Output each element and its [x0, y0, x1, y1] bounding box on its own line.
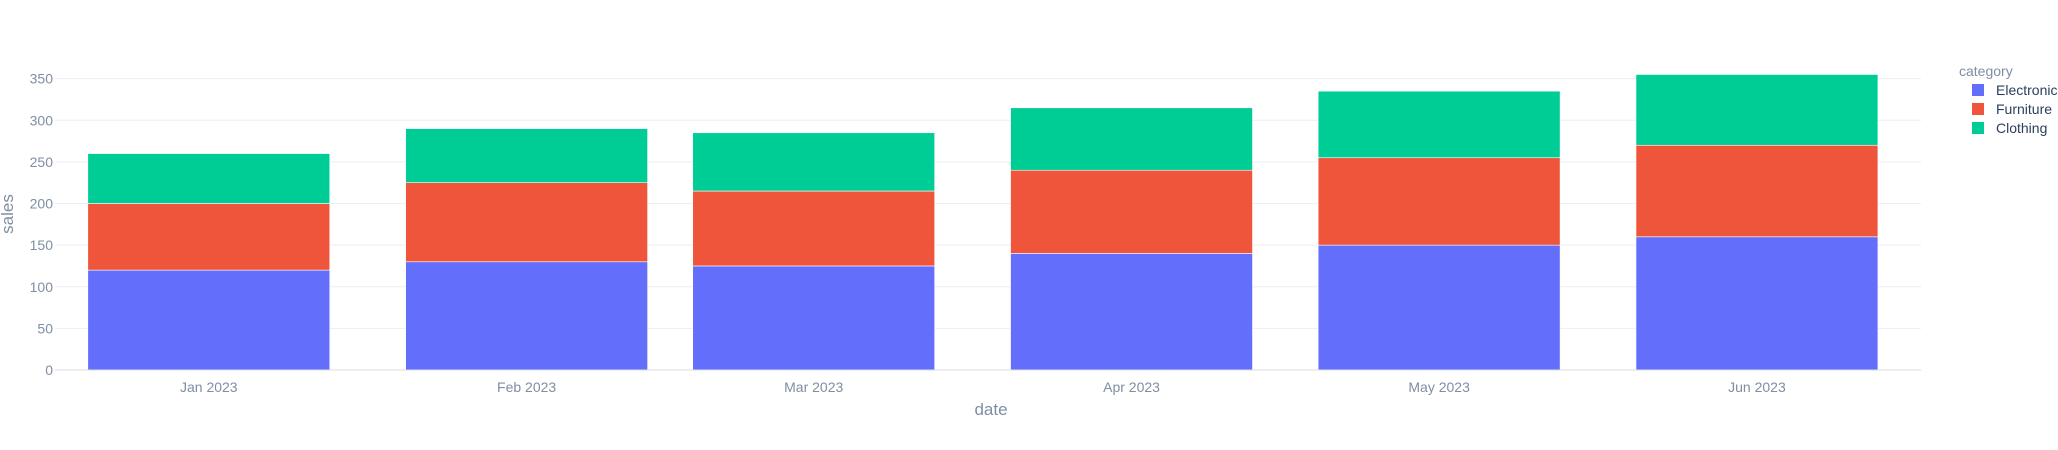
x-axis-title: date — [974, 400, 1007, 419]
bar-electronics-4 — [1010, 253, 1253, 371]
x-tick-labels: Jan 2023 Feb 2023 Mar 2023 Apr 2023 May 2023… — [180, 379, 1786, 395]
bar-electronics-2 — [405, 261, 648, 371]
bar-clothing-5 — [1317, 90, 1561, 159]
bar-furniture-6 — [1635, 144, 1879, 238]
bar-clothing-6 — [1635, 74, 1879, 146]
legend-swatch-electronics — [1972, 84, 1984, 96]
y-tick-label: 300 — [30, 112, 54, 128]
bar-electronics-6 — [1635, 236, 1879, 371]
legend-swatch-furniture — [1972, 103, 1984, 115]
bar-furniture-4 — [1010, 169, 1253, 254]
y-tick-label: 0 — [45, 362, 53, 378]
x-tick-label: Feb 2023 — [497, 379, 556, 395]
bar-clothing-3 — [692, 132, 935, 192]
x-tick-label: Jan 2023 — [180, 379, 238, 395]
y-tick-label: 200 — [30, 196, 54, 212]
legend-label-clothing: Clothing — [1996, 120, 2047, 136]
x-tick-label: Apr 2023 — [1103, 379, 1160, 395]
y-axis-title: sales — [0, 194, 17, 234]
y-tick-label: 250 — [30, 154, 54, 170]
x-tick-label: Mar 2023 — [784, 379, 843, 395]
legend-title: category — [1959, 63, 2013, 79]
y-tick-label: 50 — [37, 320, 53, 336]
x-tick-label: Jun 2023 — [1728, 379, 1786, 395]
y-tick-labels: 0 50 100 150 200 250 300 350 — [30, 71, 54, 378]
bar-furniture-5 — [1317, 157, 1561, 246]
bar-electronics-1 — [87, 269, 331, 371]
bar-clothing-2 — [405, 128, 648, 184]
bars — [87, 74, 1879, 371]
bar-electronics-5 — [1317, 244, 1561, 371]
y-tick-label: 350 — [30, 71, 54, 87]
legend-swatch-clothing — [1972, 122, 1984, 134]
y-gridlines — [55, 78, 1921, 329]
legend: category Electronics Furniture Clothing — [1959, 63, 2058, 136]
legend-label-furniture: Furniture — [1996, 101, 2052, 117]
x-tick-label: May 2023 — [1408, 379, 1470, 395]
y-tick-label: 100 — [30, 279, 54, 295]
bar-furniture-3 — [692, 190, 935, 267]
legend-label-electronics: Electronics — [1996, 82, 2058, 98]
bar-clothing-1 — [87, 153, 331, 204]
bar-furniture-2 — [405, 182, 648, 263]
bar-electronics-3 — [692, 265, 935, 371]
bar-clothing-4 — [1010, 107, 1253, 171]
y-tick-label: 150 — [30, 237, 54, 253]
bar-furniture-1 — [87, 203, 331, 271]
